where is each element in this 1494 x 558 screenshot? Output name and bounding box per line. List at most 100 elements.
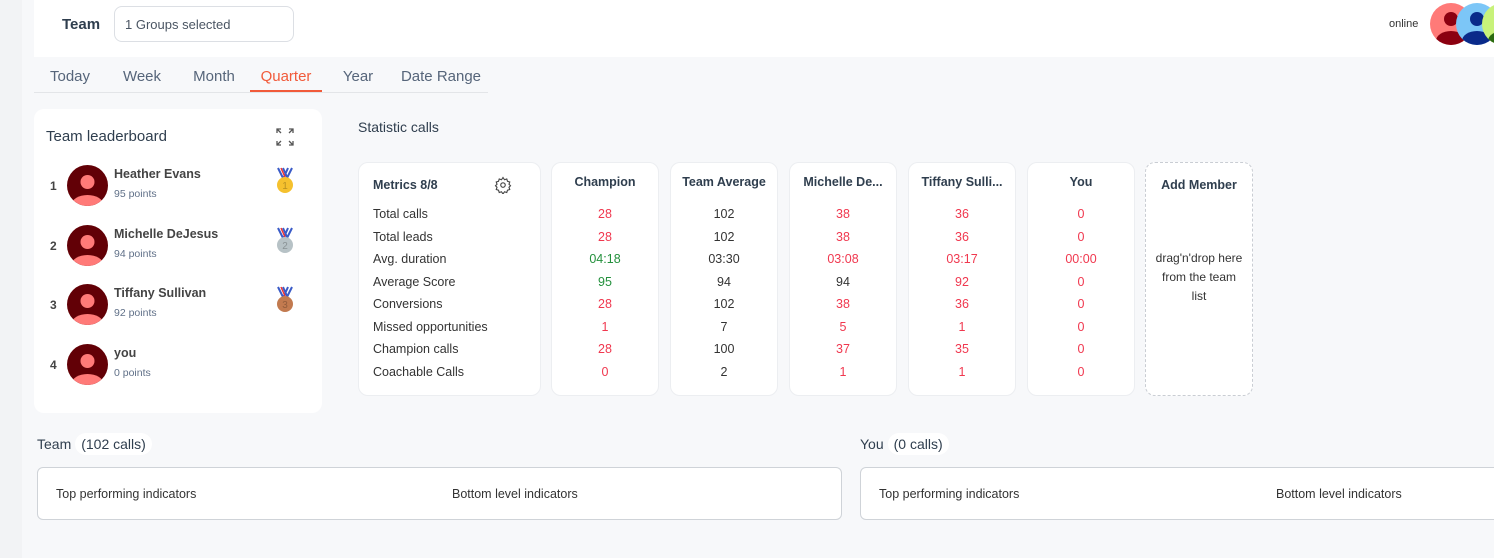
group-select[interactable]: 1 Groups selected [114, 6, 294, 42]
member-points: 94 points [114, 247, 157, 260]
tab-date-range[interactable]: Date Range [400, 68, 482, 85]
leaderboard-row[interactable]: 3 Tiffany Sullivan 92 points 3 [34, 281, 322, 331]
member-points: 92 points [114, 307, 157, 319]
stat-column-card: Champion 28 28 04:18 95 28 1 28 0 [551, 162, 659, 396]
metric-label: Missed opportunities [373, 320, 488, 334]
member-points: 0 points [114, 366, 151, 379]
team-section-title: Team (102 calls) [37, 433, 152, 455]
header: Team 1 Groups selected online [34, 0, 1494, 57]
metric-value: 94 [836, 275, 850, 289]
tab-month[interactable]: Month [193, 68, 235, 85]
tab-week[interactable]: Week [122, 68, 162, 85]
metric-value: 04:18 [589, 252, 621, 266]
you-calls-count: (0 calls) [887, 433, 949, 455]
member-points: 95 points [114, 188, 157, 200]
column-header: Champion [574, 175, 636, 189]
avatar-icon [67, 343, 108, 385]
metric-value: 1 [958, 365, 966, 379]
leaderboard-row[interactable]: 4 you 0 points [34, 341, 322, 391]
metrics-header: Metrics 8/8 [373, 178, 438, 192]
expand-icon[interactable] [276, 128, 294, 146]
member-name: you [114, 345, 137, 360]
stat-column-card: Team Average 102 102 03:30 94 102 7 100 2 [670, 162, 778, 396]
metric-value: 0 [1077, 365, 1085, 379]
add-member-dropzone[interactable]: Add Member drag'n'drop here from the tea… [1145, 162, 1253, 396]
team-label: Team [62, 16, 101, 33]
member-name: Heather Evans [114, 167, 201, 181]
add-member-title: Add Member [1161, 178, 1237, 192]
metric-value: 1 [839, 365, 847, 379]
metric-value: 1 [601, 320, 609, 334]
metric-label: Coachable Calls [373, 365, 465, 379]
leaderboard-row[interactable]: 2 Michelle DeJesus 94 points 2 [34, 222, 322, 272]
team-leaderboard: Team leaderboard 1 Heather Evans 95 poin… [34, 109, 322, 413]
silver-medal-icon: 2 [277, 227, 293, 253]
metric-value: 2 [720, 365, 728, 379]
metric-value: 35 [955, 342, 969, 356]
stat-column-card: Michelle De... 38 38 03:08 94 38 5 37 1 [789, 162, 897, 396]
metric-value: 0 [1077, 230, 1085, 244]
period-tabs: Today Week Month Quarter Year Date Range [34, 62, 488, 93]
metric-value: 38 [836, 207, 850, 221]
avatar-icon [67, 224, 108, 266]
gold-medal-icon: 1 [277, 167, 293, 193]
metric-label: Total calls [373, 207, 428, 221]
rank: 3 [50, 298, 57, 312]
team-calls-count: (102 calls) [75, 433, 152, 455]
metric-value: 36 [955, 230, 969, 244]
metric-value: 7 [720, 320, 728, 334]
rank: 2 [50, 238, 57, 253]
metric-label: Total leads [373, 230, 433, 244]
metric-value: 28 [598, 207, 612, 221]
column-header: Michelle De... [803, 175, 883, 189]
metric-value: 03:30 [708, 252, 740, 266]
metric-value: 0 [1077, 297, 1085, 311]
metric-value: 0 [1077, 275, 1085, 289]
tab-today[interactable]: Today [49, 68, 91, 85]
you-indicators: Top performing indicators Bottom level i… [860, 467, 1494, 520]
tab-year[interactable]: Year [342, 68, 374, 85]
team-indicators: Top performing indicators Bottom level i… [37, 467, 842, 520]
rank: 1 [50, 179, 57, 193]
metric-label: Champion calls [373, 342, 459, 356]
left-strip [0, 0, 22, 558]
metric-value: 102 [713, 297, 735, 311]
member-name: Michelle DeJesus [114, 226, 219, 241]
metric-value: 03:17 [946, 252, 978, 266]
metric-value: 37 [836, 342, 850, 356]
metric-value: 28 [598, 342, 612, 356]
metric-value: 38 [836, 230, 850, 244]
gear-icon[interactable] [494, 176, 512, 194]
metric-value: 0 [1077, 342, 1085, 356]
you-section-title: You (0 calls) [860, 433, 949, 455]
leaderboard-title: Team leaderboard [46, 128, 167, 145]
bronze-medal-icon: 3 [277, 286, 293, 312]
metric-value: 1 [958, 320, 966, 334]
leaderboard-row[interactable]: 1 Heather Evans 95 points 1 [34, 162, 322, 212]
metric-value: 92 [955, 275, 969, 289]
svg-text:1: 1 [282, 181, 288, 192]
metric-value: 102 [713, 207, 735, 221]
metric-value: 00:00 [1065, 252, 1097, 266]
metric-value: 5 [839, 320, 847, 334]
metric-value: 28 [598, 230, 612, 244]
tab-quarter[interactable]: Quarter [250, 62, 322, 92]
metric-value: 36 [955, 297, 969, 311]
metric-value: 03:08 [827, 252, 859, 266]
metric-value: 36 [955, 207, 969, 221]
metric-label: Avg. duration [373, 252, 447, 266]
metric-value: 0 [1077, 320, 1085, 334]
column-header: Tiffany Sulli... [921, 175, 1003, 189]
metric-value: 0 [1077, 207, 1085, 221]
online-status: online [1389, 18, 1419, 30]
avatar-icon [67, 284, 108, 325]
rank: 4 [50, 357, 57, 372]
team-top-indicators: Top performing indicators [56, 487, 197, 501]
metric-value: 95 [598, 275, 612, 289]
metric-value: 28 [598, 297, 612, 311]
metric-value: 102 [713, 230, 735, 244]
metric-value: 0 [601, 365, 609, 379]
stat-column-card: Tiffany Sulli... 36 36 03:17 92 36 1 35 1 [908, 162, 1016, 396]
column-header: You [1069, 175, 1093, 189]
svg-text:2: 2 [282, 241, 288, 252]
